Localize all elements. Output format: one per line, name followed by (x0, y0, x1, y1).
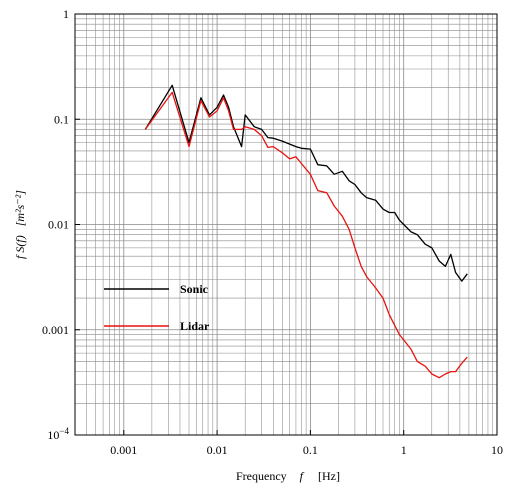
x-axis-label-prefix: Frequency (236, 469, 287, 483)
legend-label-sonic: Sonic (180, 282, 209, 296)
y-axis-label-unit: [m²s⁻²] (13, 190, 27, 227)
x-tick-label: 10 (491, 443, 503, 457)
legend: Sonic Lidar (104, 282, 210, 333)
x-tick-label: 0.001 (110, 443, 137, 457)
x-tick-label: 0.1 (303, 443, 318, 457)
y-tick-label: 0.001 (42, 323, 69, 337)
series-line-lidar (144, 91, 468, 379)
y-axis-label-text: f S(f) (13, 235, 27, 259)
legend-label-lidar: Lidar (180, 319, 210, 333)
y-axis-label: f S(f) [m²s⁻²] (13, 190, 27, 259)
y-tick-label: 1 (63, 7, 69, 21)
series-layer (144, 84, 468, 379)
x-tick-label: 0.01 (207, 443, 228, 457)
y-tick-label: 0.1 (54, 112, 69, 126)
x-axis-label-unit: [Hz] (318, 469, 340, 483)
x-axis-label-symbol: f (300, 469, 305, 483)
series-line-sonic (144, 84, 468, 282)
x-tick-label: 1 (401, 443, 407, 457)
y-tick-label: 10−4 (47, 426, 69, 442)
axis-ticks: 0.001 0.01 0.1 1 10 10−4 0.001 0.01 0.1 1 (42, 7, 503, 457)
x-axis-label: Frequency f [Hz] (236, 469, 340, 483)
y-tick-label: 0.01 (48, 218, 69, 232)
